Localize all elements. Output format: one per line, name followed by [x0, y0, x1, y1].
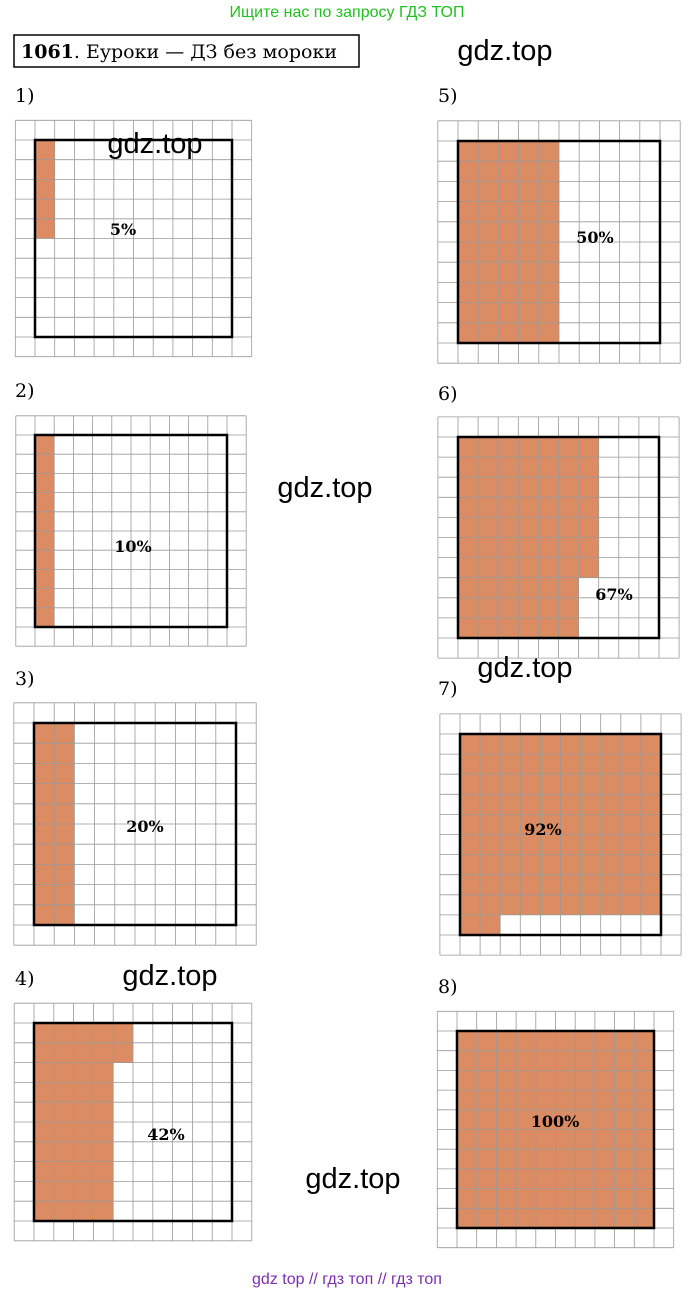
panel-label: 6)	[438, 383, 458, 405]
grid-panel: 4) 42%	[13, 968, 253, 1242]
shaded-area	[35, 140, 55, 239]
panel-label: 1)	[15, 85, 35, 107]
percent-label: 5%	[110, 220, 136, 239]
percent-label: 100%	[531, 1112, 580, 1131]
watermark: gdz.top	[122, 960, 217, 992]
square-frame	[458, 732, 663, 937]
search-hint: Ищите нас по запросу ГДЗ ТОП	[230, 4, 465, 21]
watermark: gdz.top	[305, 1163, 400, 1195]
panel-label: 8)	[438, 976, 458, 998]
watermark: gdz.top	[477, 652, 572, 684]
percent-label: 50%	[576, 228, 613, 247]
panel-label: 4)	[15, 968, 35, 990]
panel-label: 5)	[438, 85, 458, 107]
square-frame	[32, 721, 238, 927]
panel-label: 2)	[15, 380, 35, 402]
percent-label: 92%	[524, 820, 561, 839]
grid-panel: 5) 50%	[437, 85, 681, 364]
grid-panel: 7) 92%	[438, 678, 682, 956]
percent-label: 10%	[114, 537, 151, 556]
square-frame	[456, 139, 662, 345]
watermark: gdz.top	[277, 472, 372, 504]
square-frame	[456, 435, 661, 640]
square-frame	[33, 433, 229, 629]
grid-panel: 6) 67%	[437, 383, 680, 659]
panel-label: 7)	[438, 678, 458, 700]
watermark: gdz.top	[457, 35, 552, 67]
grid-panel: 2) 10%	[15, 380, 247, 647]
footer: gdz top // гдз топ // гдз топ	[252, 1271, 442, 1288]
grid-panel: 1) 5%	[14, 85, 253, 358]
percent-label: 42%	[147, 1125, 184, 1144]
grid-panel: 8) 100%	[436, 976, 675, 1249]
grid-panel: 3) 20%	[13, 668, 257, 946]
square-frame	[32, 1021, 234, 1223]
square-frame	[33, 138, 234, 339]
square-frame	[455, 1029, 656, 1230]
percent-label: 20%	[126, 817, 163, 836]
shaded-area	[458, 437, 599, 578]
task-number: 1061	[21, 41, 74, 63]
watermark: gdz.top	[107, 128, 202, 160]
percent-label: 67%	[595, 585, 632, 604]
title-box	[13, 34, 360, 68]
title-text: . Еуроки — ДЗ без мороки	[74, 41, 337, 63]
title: 1061. Еуроки — ДЗ без мороки	[21, 41, 337, 63]
panel-label: 3)	[15, 668, 35, 690]
